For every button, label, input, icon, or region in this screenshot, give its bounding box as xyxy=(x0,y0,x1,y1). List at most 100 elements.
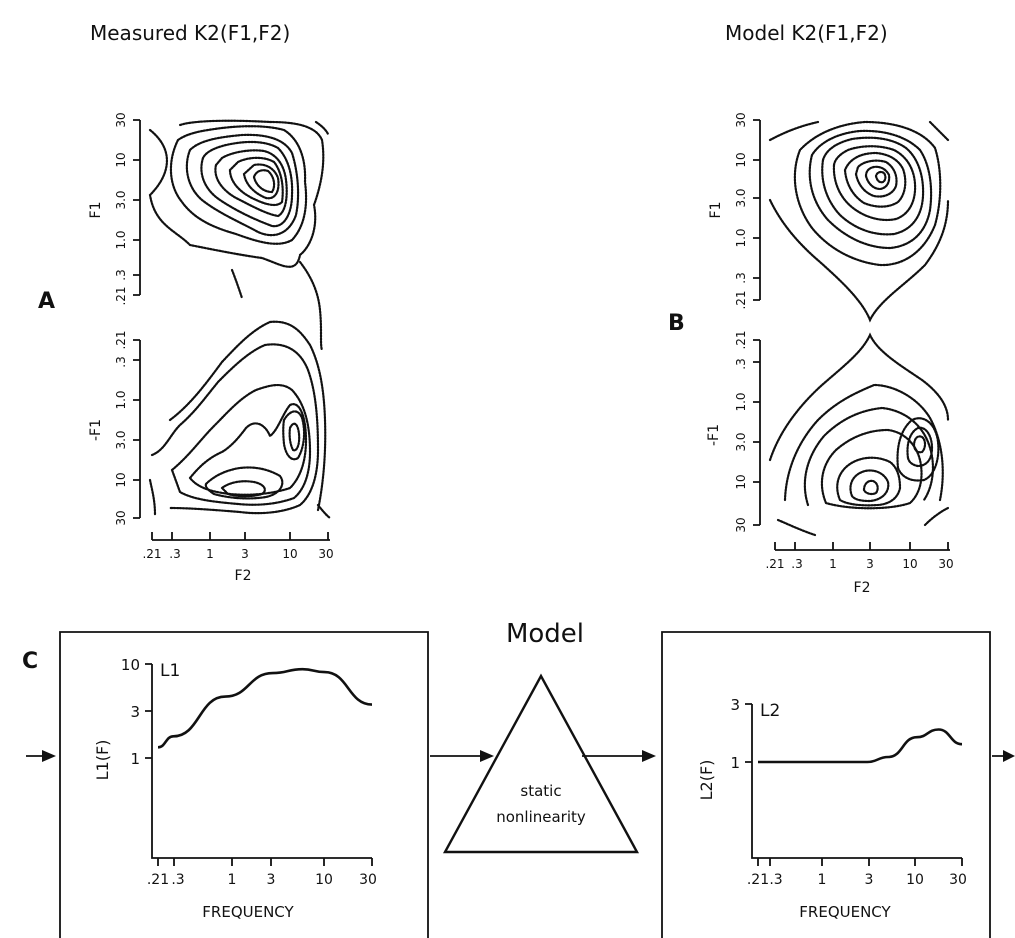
panel-b-f1-label: F1 xyxy=(708,202,724,219)
panel-b-f2-axis xyxy=(774,542,950,551)
tick-label: 30 xyxy=(114,112,128,127)
contour-line xyxy=(849,469,890,503)
panel-b-letter: B xyxy=(668,311,685,336)
filter1-name: L1 xyxy=(160,661,180,681)
tick-label: 30 xyxy=(949,872,967,888)
contour-line xyxy=(148,119,325,268)
tick-label: 3 xyxy=(241,547,249,561)
contour-line xyxy=(836,456,902,507)
contour-line xyxy=(148,478,157,517)
panel-b-f1-axis xyxy=(753,119,761,301)
contour-line xyxy=(783,383,944,502)
filter1-box xyxy=(59,631,429,938)
panel-b-contours-lower xyxy=(768,332,950,537)
panel-c-letter: C xyxy=(22,649,38,674)
panel-b-f1-ticks: 30 10 3.0 1.0 .3 .21 xyxy=(734,112,748,309)
tick-label: 3.0 xyxy=(734,188,748,207)
tick-label: .21 xyxy=(147,872,169,888)
contour-line xyxy=(169,125,308,245)
tick-label: 3 xyxy=(130,703,140,721)
tick-label: 30 xyxy=(734,112,748,127)
tick-label: 10 xyxy=(114,152,128,167)
panel-b-f2-label: F2 xyxy=(854,580,871,596)
tick-label: .21 xyxy=(142,547,161,561)
contour-line xyxy=(242,163,280,200)
panel-a-neg-f1-axis xyxy=(133,339,141,519)
contour-line xyxy=(185,133,300,237)
panel-c-title: Model xyxy=(506,619,584,649)
tick-label: .21 xyxy=(734,330,748,349)
tick-label: .21 xyxy=(765,557,784,571)
panel-a-letter: A xyxy=(38,289,55,314)
contour-line xyxy=(768,332,950,462)
contour-line xyxy=(168,320,327,512)
panel-a-f2-label: F2 xyxy=(235,568,252,584)
contour-line xyxy=(896,417,940,482)
tick-label: .3 xyxy=(171,872,184,888)
tick-label: .21 xyxy=(734,290,748,309)
contour-line xyxy=(170,384,312,506)
input-arrow xyxy=(26,750,56,762)
contour-line xyxy=(793,120,942,267)
panel-a-f2-axis xyxy=(151,532,330,541)
contour-line xyxy=(228,156,284,207)
tick-label: 10 xyxy=(282,547,297,561)
tick-label: 10 xyxy=(734,474,748,489)
contour-line xyxy=(854,159,898,198)
panel-b-f2-ticks: .21 .3 1 3 10 30 xyxy=(765,557,953,571)
filter2-ylabel: L2(F) xyxy=(697,760,716,801)
contour-line xyxy=(906,426,934,468)
panel-a-f1-label: F1 xyxy=(88,202,104,219)
tick-label: 1 xyxy=(130,750,140,768)
panel-a-title: Measured K2(F1,F2) xyxy=(90,21,290,45)
tick-label: 30 xyxy=(734,517,748,532)
nonlinearity-label-line1: static xyxy=(520,782,561,800)
contour-line xyxy=(316,503,332,520)
contour-line xyxy=(874,170,887,184)
tick-label: .3 xyxy=(169,547,180,561)
panel-b-neg-f1-axis xyxy=(753,339,761,526)
panel-b: Model K2(F1,F2) B 30 10 3.0 1.0 .3 .21 F… xyxy=(668,21,954,596)
contour-line xyxy=(188,403,308,496)
contour-line xyxy=(768,198,950,323)
tick-label: 3 xyxy=(865,872,874,888)
tick-label: 1 xyxy=(818,872,827,888)
panel-b-neg-f1-label: -F1 xyxy=(706,424,722,446)
contour-line xyxy=(220,480,266,498)
panel-a-contours-lower xyxy=(148,320,332,520)
tick-label: 10 xyxy=(906,872,924,888)
tick-label: 30 xyxy=(318,547,333,561)
contour-line xyxy=(298,260,324,352)
contour-line xyxy=(820,428,923,510)
contour-line xyxy=(230,268,244,300)
tick-label: 3.0 xyxy=(114,430,128,449)
tick-label: .3 xyxy=(769,872,782,888)
contour-line xyxy=(928,120,950,142)
tick-label: .3 xyxy=(114,356,128,367)
contour-line xyxy=(768,120,820,142)
contour-line xyxy=(314,120,330,136)
contour-line xyxy=(150,343,320,515)
contour-line xyxy=(912,435,927,454)
tick-label: 3 xyxy=(730,696,740,714)
tick-label: .21 xyxy=(114,286,128,305)
contour-line xyxy=(864,165,891,191)
tick-label: .3 xyxy=(114,269,128,280)
contour-line xyxy=(923,506,950,527)
panel-c: C Model static nonlinearity 10 xyxy=(22,619,1015,938)
contour-line xyxy=(282,410,306,461)
tick-label: 1 xyxy=(228,872,237,888)
panel-b-neg-f1-ticks: .21 .3 1.0 3.0 10 30 xyxy=(734,330,748,532)
contour-line xyxy=(252,169,276,194)
tick-label: 1.0 xyxy=(114,390,128,409)
tick-label: 1.0 xyxy=(734,392,748,411)
panel-a-neg-f1-label: -F1 xyxy=(88,419,104,441)
tick-label: 1 xyxy=(206,547,214,561)
panel-b-title: Model K2(F1,F2) xyxy=(725,21,888,45)
panel-a-f2-ticks: .21 .3 1 3 10 30 xyxy=(142,547,333,561)
tick-label: 10 xyxy=(114,472,128,487)
tick-label: 10 xyxy=(734,152,748,167)
arrow-to-nonlinearity xyxy=(430,750,494,762)
filter1-axes xyxy=(145,663,373,866)
